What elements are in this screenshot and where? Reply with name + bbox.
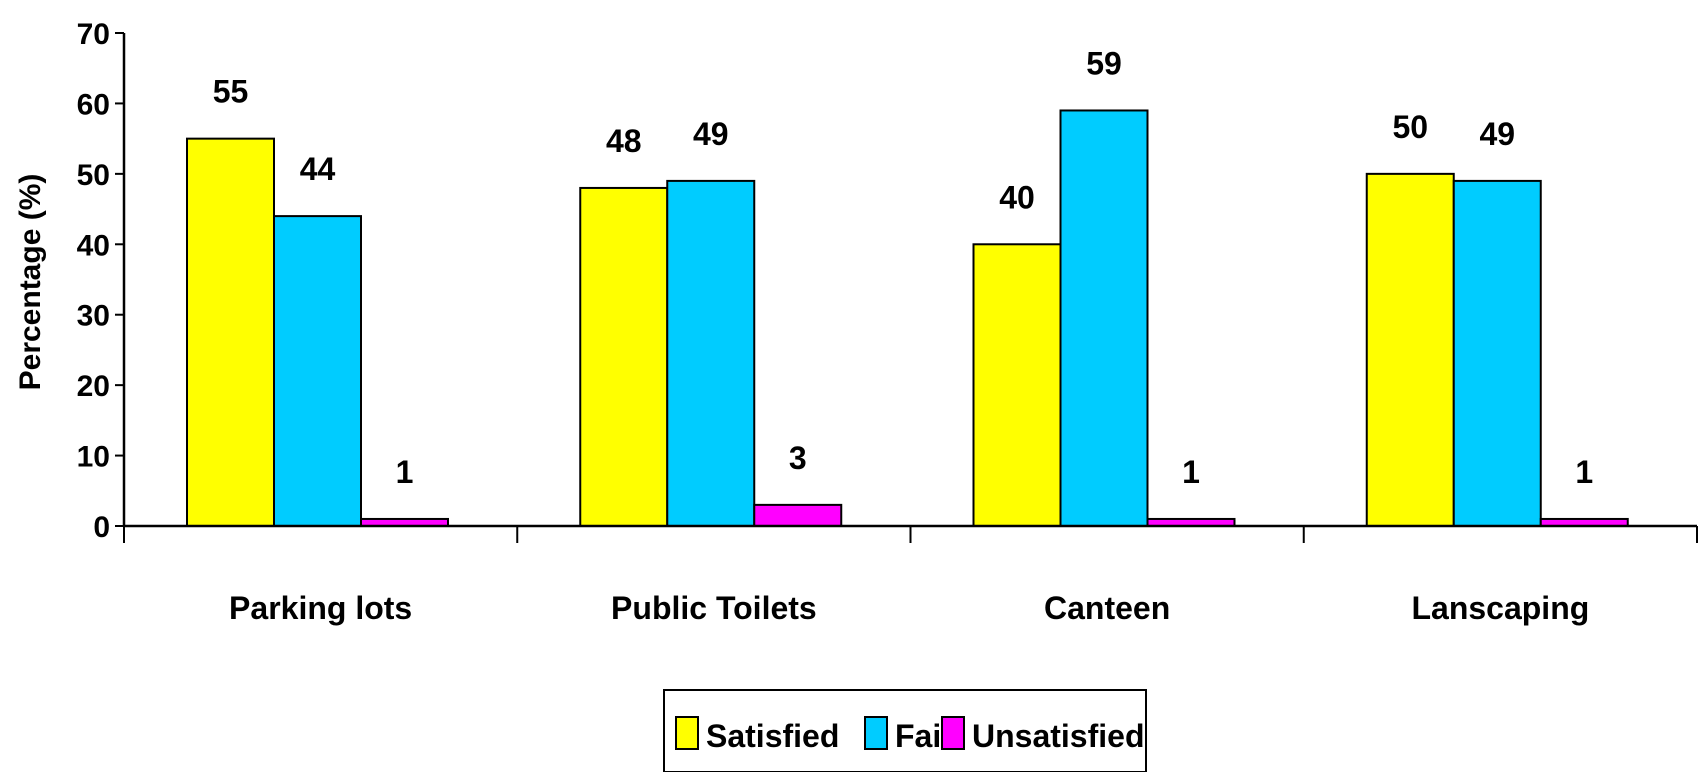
legend-box	[663, 689, 1147, 772]
legend: Satisfied Fair Unsatisfied	[663, 689, 1147, 772]
bar-fair-3	[1059, 109, 1149, 527]
bar-unsatisfied-2	[753, 503, 843, 527]
y-tick-label: 10	[77, 441, 110, 474]
y-tick-label: 70	[77, 18, 110, 51]
data-label-satisfied-2: 48	[606, 123, 642, 159]
data-label-fair-4: 49	[1479, 116, 1515, 152]
data-label-satisfied-3: 40	[999, 179, 1035, 215]
category-labels-group: Parking lots Public Toilets Canteen Lanscap…	[229, 590, 1589, 626]
legend-swatch-satisfied	[675, 716, 699, 750]
category-label-1: Parking lots	[229, 590, 412, 626]
data-label-unsatisfied-1: 1	[396, 454, 414, 490]
category-label-3: Canteen	[1044, 590, 1170, 626]
data-labels-group: 55 44 1 48 49 3 40 59 1 50 49 1	[213, 45, 1593, 489]
category-label-2: Public Toilets	[611, 590, 817, 626]
data-label-satisfied-4: 50	[1392, 109, 1428, 145]
y-tick-label: 20	[77, 370, 110, 403]
bar-fair-2	[666, 179, 756, 527]
bar-satisfied-4	[1365, 172, 1455, 527]
legend-label-satisfied: Satisfied	[706, 718, 839, 754]
data-label-unsatisfied-3: 1	[1182, 454, 1200, 490]
y-tick-label: 50	[77, 159, 110, 192]
legend-swatch-unsatisfied	[941, 716, 965, 750]
bar-fair-1	[273, 215, 362, 527]
data-label-fair-2: 49	[693, 116, 729, 152]
bar-satisfied-2	[579, 186, 669, 527]
bar-satisfied-1	[186, 137, 275, 527]
y-tick-label: 0	[93, 511, 110, 544]
y-axis-ticks: 0 10 20 30 40 50 60 70	[77, 18, 124, 544]
y-tick-label: 30	[77, 300, 110, 333]
legend-swatch-fair	[864, 716, 888, 750]
y-tick-label: 40	[77, 229, 110, 262]
bar-fair-4	[1452, 179, 1542, 527]
category-label-4: Lanscaping	[1411, 590, 1589, 626]
bar-satisfied-3	[972, 243, 1062, 528]
data-label-satisfied-1: 55	[213, 74, 249, 110]
data-label-unsatisfied-2: 3	[789, 440, 807, 476]
bars-group	[186, 109, 1629, 528]
legend-label-unsatisfied: Unsatisfied	[972, 718, 1144, 754]
x-axis	[123, 524, 1698, 543]
y-tick-label: 60	[77, 88, 110, 121]
data-label-unsatisfied-4: 1	[1575, 454, 1593, 490]
data-label-fair-3: 59	[1086, 45, 1122, 81]
data-label-fair-1: 44	[300, 151, 336, 187]
y-axis-title: Percentage (%)	[14, 174, 47, 391]
